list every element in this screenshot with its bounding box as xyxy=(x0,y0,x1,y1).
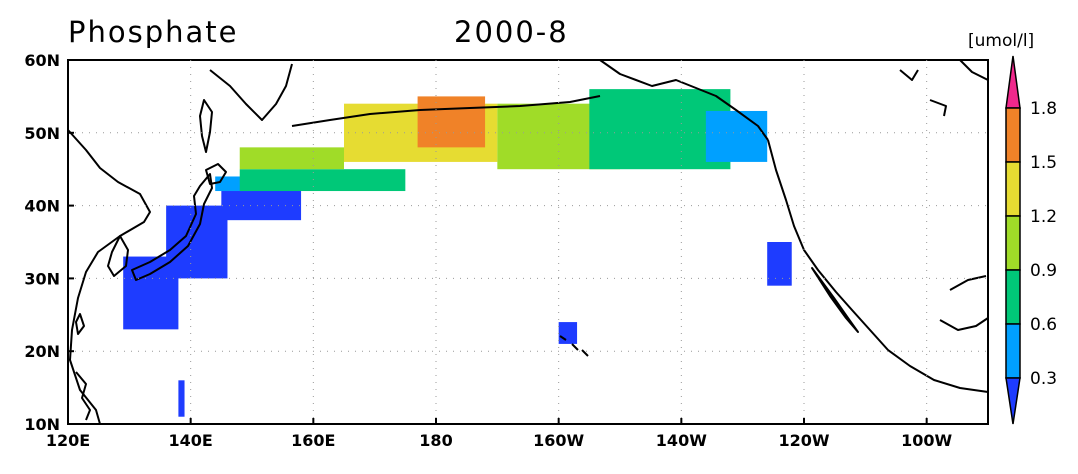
lat-tick-label: 30N xyxy=(24,269,60,288)
lat-tick-label: 20N xyxy=(24,342,60,361)
colorbar-segment xyxy=(1005,269,1021,325)
lat-tick-label: 10N xyxy=(24,415,60,434)
colorbar: 1.8 1.5 1.2 0.9 0.6 0.3 xyxy=(1005,55,1057,425)
taiwan-coast xyxy=(75,313,85,335)
colorbar-segment xyxy=(1005,107,1021,163)
graticule xyxy=(68,60,988,424)
japan-coast xyxy=(131,173,213,281)
variable-title: Phosphate xyxy=(68,15,239,49)
colorbar-bottom-arrow xyxy=(1005,377,1021,425)
lon-tick-label: 100W xyxy=(901,431,952,450)
colorbar-segment xyxy=(1005,215,1021,271)
latitude-axis: 60N 50N 40N 30N 20N 10N xyxy=(24,51,74,434)
kamchatka-coast xyxy=(209,63,293,121)
lat-tick-label: 40N xyxy=(24,197,60,216)
lon-tick-label: 160W xyxy=(533,431,584,450)
gulf-coast xyxy=(939,275,989,331)
philippines-coast xyxy=(75,371,91,421)
lat-tick-label: 50N xyxy=(24,124,60,143)
hokkaido-coast xyxy=(205,163,227,185)
colorbar-segment xyxy=(1005,161,1021,217)
field-cell-13 xyxy=(558,322,578,344)
field-cell-3 xyxy=(178,380,185,417)
field-cell-12 xyxy=(767,242,792,286)
longitude-axis: 120E 140E 160E 180 160W 140W 120W 100W xyxy=(46,418,953,450)
field-cell-1 xyxy=(166,205,228,279)
lon-tick-label: 180 xyxy=(419,431,452,450)
asia-coast xyxy=(67,129,151,425)
lon-tick-label: 140W xyxy=(656,431,707,450)
lat-tick-label: 60N xyxy=(24,51,60,70)
coastlines xyxy=(67,59,989,425)
hawaii-islands xyxy=(559,335,589,357)
colorbar-label: 0.3 xyxy=(1030,369,1057,389)
lon-tick-label: 120E xyxy=(46,431,90,450)
colorbar-label: 1.2 xyxy=(1030,207,1057,227)
alaska-coast xyxy=(599,59,769,141)
period-title: 2000-8 xyxy=(454,15,569,49)
north-america-coast xyxy=(767,139,989,393)
colorbar-label: 0.6 xyxy=(1030,315,1057,335)
north-canada-coast xyxy=(899,59,989,117)
field-cell-6 xyxy=(239,147,344,170)
phosphate-field xyxy=(123,89,792,417)
lon-tick-label: 140E xyxy=(169,431,213,450)
korea-coast xyxy=(107,235,129,277)
colorbar-label: 0.9 xyxy=(1030,261,1057,281)
field-cell-8 xyxy=(417,96,486,148)
field-cell-11 xyxy=(705,110,768,162)
colorbar-top-arrow xyxy=(1005,55,1021,109)
aleutians-coast xyxy=(291,95,601,127)
field-cell-5 xyxy=(239,169,406,192)
colorbar-label: 1.5 xyxy=(1030,153,1057,173)
colorbar-label: 1.8 xyxy=(1030,99,1057,119)
lon-tick-label: 160E xyxy=(291,431,335,450)
plot-frame xyxy=(67,59,989,425)
lon-tick-label: 120W xyxy=(778,431,829,450)
sakhalin-coast xyxy=(199,99,213,153)
colorbar-segment xyxy=(1005,323,1021,379)
units-label: [umol/l] xyxy=(968,31,1034,51)
baja-coast xyxy=(811,267,859,333)
